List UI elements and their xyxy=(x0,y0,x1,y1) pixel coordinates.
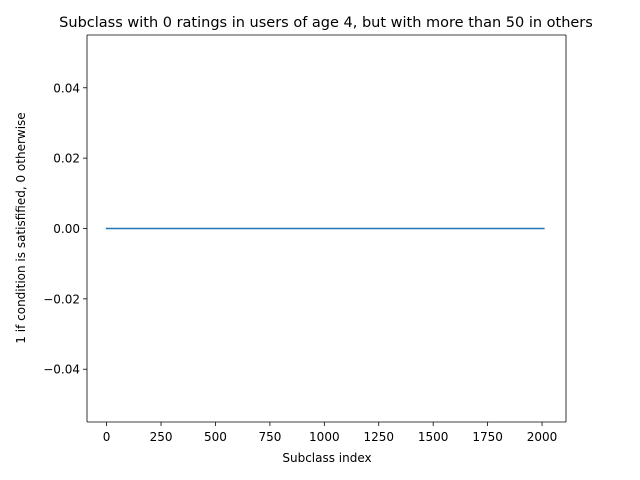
y-tick-label: 0.00 xyxy=(53,222,80,236)
y-tick-label: 0.02 xyxy=(53,152,80,166)
x-tick-label: 1500 xyxy=(418,430,449,444)
chart-title: Subclass with 0 ratings in users of age … xyxy=(59,15,593,31)
x-tick-label: 1000 xyxy=(309,430,340,444)
plot-area: 0 250 500 750 1000 1250 1500 1750 2000 0.04 0.02 0.… xyxy=(43,34,567,444)
y-tick-label: −0.04 xyxy=(43,363,80,377)
x-tick-label: 2000 xyxy=(527,430,558,444)
x-tick-label: 750 xyxy=(258,430,281,444)
x-tick-label: 250 xyxy=(150,430,173,444)
x-tick-label: 1250 xyxy=(363,430,394,444)
y-tick-label: 0.04 xyxy=(53,81,80,95)
x-tick-label: 500 xyxy=(204,430,227,444)
x-tick-label: 0 xyxy=(103,430,111,444)
y-tick-label: −0.02 xyxy=(43,292,80,306)
y-axis-title: 1 if condition is satisfified, 0 otherwi… xyxy=(14,112,28,343)
x-tick-label: 1750 xyxy=(472,430,503,444)
x-axis-title: Subclass index xyxy=(282,451,371,465)
